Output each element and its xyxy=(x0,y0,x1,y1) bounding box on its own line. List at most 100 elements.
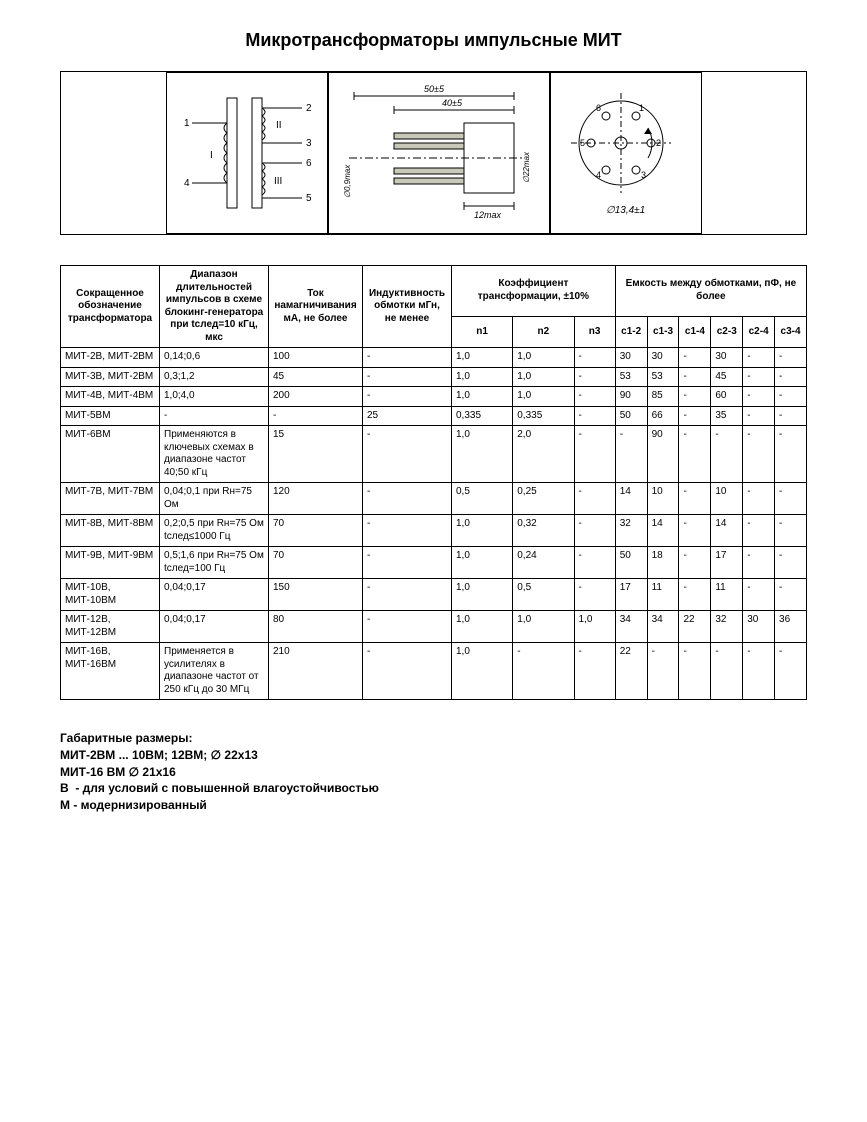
cell-c23: 60 xyxy=(711,387,743,407)
cell-n1: 1,0 xyxy=(452,547,513,579)
cell-r: 0,5;1,6 при Rн=75 Ом tслед=100 Гц xyxy=(160,547,269,579)
cell-l: - xyxy=(363,483,452,515)
cell-d: МИТ-16В, МИТ-16ВМ xyxy=(61,643,160,700)
pin-6: 6 xyxy=(306,158,312,169)
col-c34: c3-4 xyxy=(775,316,807,347)
cell-c23: 35 xyxy=(711,406,743,426)
cell-n1: 1,0 xyxy=(452,348,513,368)
cell-c14: - xyxy=(679,515,711,547)
cell-c23: 30 xyxy=(711,348,743,368)
col-c12: c1-2 xyxy=(615,316,647,347)
cell-d: МИТ-8В, МИТ-8ВМ xyxy=(61,515,160,547)
cell-c23: 32 xyxy=(711,611,743,643)
cell-c34: - xyxy=(775,483,807,515)
cell-c13: 90 xyxy=(647,426,679,483)
svg-text:1: 1 xyxy=(639,103,644,113)
cell-l: - xyxy=(363,426,452,483)
table-row: МИТ-7В, МИТ-7ВМ0,04;0,1 при Rн=75 Ом120-… xyxy=(61,483,807,515)
col-c23: c2-3 xyxy=(711,316,743,347)
cell-n2: 0,25 xyxy=(513,483,574,515)
page-title: Микротрансформаторы импульсные МИТ xyxy=(60,30,807,51)
pin-2: 2 xyxy=(306,103,312,114)
cell-c24: - xyxy=(743,387,775,407)
cell-n3: - xyxy=(574,367,615,387)
cell-c23: 11 xyxy=(711,579,743,611)
cell-c24: - xyxy=(743,515,775,547)
cell-c23: 14 xyxy=(711,515,743,547)
cell-n3: - xyxy=(574,406,615,426)
cell-c34: - xyxy=(775,643,807,700)
col-n3: n3 xyxy=(574,316,615,347)
table-row: МИТ-8В, МИТ-8ВМ0,2;0,5 при Rн=75 Ом tсле… xyxy=(61,515,807,547)
cell-n1: 1,0 xyxy=(452,515,513,547)
winding-III-label: III xyxy=(274,176,282,187)
cell-r: - xyxy=(160,406,269,426)
cell-c23: - xyxy=(711,426,743,483)
col-mag-current: Ток намагничивания мА, не более xyxy=(269,266,363,348)
cell-d: МИТ-3В, МИТ-2ВМ xyxy=(61,367,160,387)
note-line: М - модернизированный xyxy=(60,797,807,814)
cell-n2: 2,0 xyxy=(513,426,574,483)
col-trans-coef: Коэффициент трансформации, ±10% xyxy=(452,266,616,317)
cell-c12: 34 xyxy=(615,611,647,643)
dim-50: 50±5 xyxy=(424,84,445,94)
notes-block: Габаритные размеры:МИТ-2ВМ ... 10ВМ; 12В… xyxy=(60,730,807,814)
cell-i: 70 xyxy=(269,515,363,547)
cell-c14: - xyxy=(679,348,711,368)
cell-c34: - xyxy=(775,367,807,387)
cell-n2: 0,24 xyxy=(513,547,574,579)
cell-n1: 1,0 xyxy=(452,426,513,483)
col-c24: c2-4 xyxy=(743,316,775,347)
cell-c14: - xyxy=(679,406,711,426)
cell-c24: - xyxy=(743,483,775,515)
diagram-row: I 1 4 II 2 3 III 6 5 50±5 xyxy=(60,71,807,235)
cell-c34: - xyxy=(775,426,807,483)
cell-r: 0,04;0,17 xyxy=(160,611,269,643)
cell-i: 70 xyxy=(269,547,363,579)
cell-n2: 1,0 xyxy=(513,387,574,407)
cell-c13: 66 xyxy=(647,406,679,426)
cell-c14: - xyxy=(679,387,711,407)
dim-body-dia: ∅22max xyxy=(522,151,531,183)
cell-n3: - xyxy=(574,643,615,700)
cell-c14: - xyxy=(679,579,711,611)
cell-l: - xyxy=(363,579,452,611)
cell-l: - xyxy=(363,611,452,643)
cell-i: 100 xyxy=(269,348,363,368)
col-c14: c1-4 xyxy=(679,316,711,347)
col-c13: c1-3 xyxy=(647,316,679,347)
cell-c12: 14 xyxy=(615,483,647,515)
col-inductance: Индуктивность обмотки мГн, не менее xyxy=(363,266,452,348)
cell-n3: - xyxy=(574,483,615,515)
dim-12max: 12max xyxy=(474,210,502,220)
dim-lead-dia: ∅0,9max xyxy=(343,164,352,198)
cell-c13: 30 xyxy=(647,348,679,368)
cell-n2: 1,0 xyxy=(513,367,574,387)
table-row: МИТ-9В, МИТ-9ВМ0,5;1,6 при Rн=75 Ом tсле… xyxy=(61,547,807,579)
pin-4: 4 xyxy=(184,178,190,189)
cell-l: - xyxy=(363,515,452,547)
cell-n1: 1,0 xyxy=(452,387,513,407)
cell-n3: - xyxy=(574,348,615,368)
cell-n3: - xyxy=(574,515,615,547)
cell-c24: 30 xyxy=(743,611,775,643)
cell-c12: - xyxy=(615,426,647,483)
dim-40: 40±5 xyxy=(442,98,463,108)
table-row: МИТ-16В, МИТ-16ВМПрименяется в усилителя… xyxy=(61,643,807,700)
cell-c13: 53 xyxy=(647,367,679,387)
cell-l: - xyxy=(363,367,452,387)
cell-c34: - xyxy=(775,406,807,426)
cell-l: - xyxy=(363,547,452,579)
winding-I-label: I xyxy=(210,150,213,161)
cell-d: МИТ-4В, МИТ-4ВМ xyxy=(61,387,160,407)
cell-n1: 1,0 xyxy=(452,643,513,700)
svg-text:6: 6 xyxy=(596,103,601,113)
dimension-diagram: 50±5 40±5 ∅0,9max ∅22max 12max xyxy=(328,72,550,234)
cell-c34: - xyxy=(775,348,807,368)
cell-l: - xyxy=(363,348,452,368)
cell-n1: 0,5 xyxy=(452,483,513,515)
cell-r: 1,0;4,0 xyxy=(160,387,269,407)
cell-i: 45 xyxy=(269,367,363,387)
cell-l: - xyxy=(363,387,452,407)
cell-c14: - xyxy=(679,367,711,387)
